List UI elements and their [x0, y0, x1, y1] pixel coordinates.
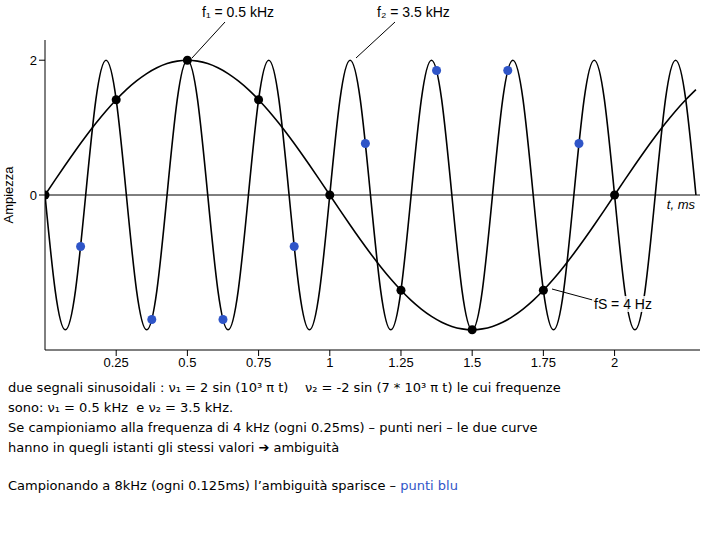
svg-text:2: 2: [611, 355, 618, 370]
html-text:f₂ = 3.5 kHz: f₂ = 3.5 kHz: [377, 4, 450, 20]
svg-text:2: 2: [30, 53, 37, 68]
html-text:f₁ = 0.5 kHz: f₁ = 0.5 kHz: [202, 4, 274, 20]
svg-text:1: 1: [326, 355, 333, 370]
html-text:sono: ν₁ = 0.5 kHz e ν₂ = 3.5: sono: ν₁ = 0.5 kHz e ν₂ = 3.5 kHz.: [8, 400, 234, 415]
html-text:due segnali sinusoidali : ν₁ =: due segnali sinusoidali : ν₁ = 2 sin (10…: [8, 380, 561, 395]
svg-text:1.25: 1.25: [388, 355, 413, 370]
svg-text:0.75: 0.75: [246, 355, 271, 370]
svg-text:1.75: 1.75: [531, 355, 556, 370]
svg-text:0.5: 0.5: [178, 355, 196, 370]
svg-text:0.25: 0.25: [104, 355, 129, 370]
html-text:Se campioniamo alla frequenza: Se campioniamo alla frequenza di 4 kHz (…: [8, 420, 538, 435]
html-text:hanno in quegli istanti gli st: hanno in quegli istanti gli stessi valor…: [8, 440, 340, 455]
svg-text:Ampiezza: Ampiezza: [8, 166, 16, 224]
html-text:fS = 4 Hz: fS = 4 Hz: [594, 296, 652, 312]
svg-text:0: 0: [30, 188, 37, 203]
svg-text:1.5: 1.5: [463, 355, 481, 370]
svg-text:t, ms: t, ms: [667, 197, 696, 212]
html-text:Campionando a 8kHz (ogni 0.125: Campionando a 8kHz (ogni 0.125ms) l’ambi…: [8, 478, 458, 493]
